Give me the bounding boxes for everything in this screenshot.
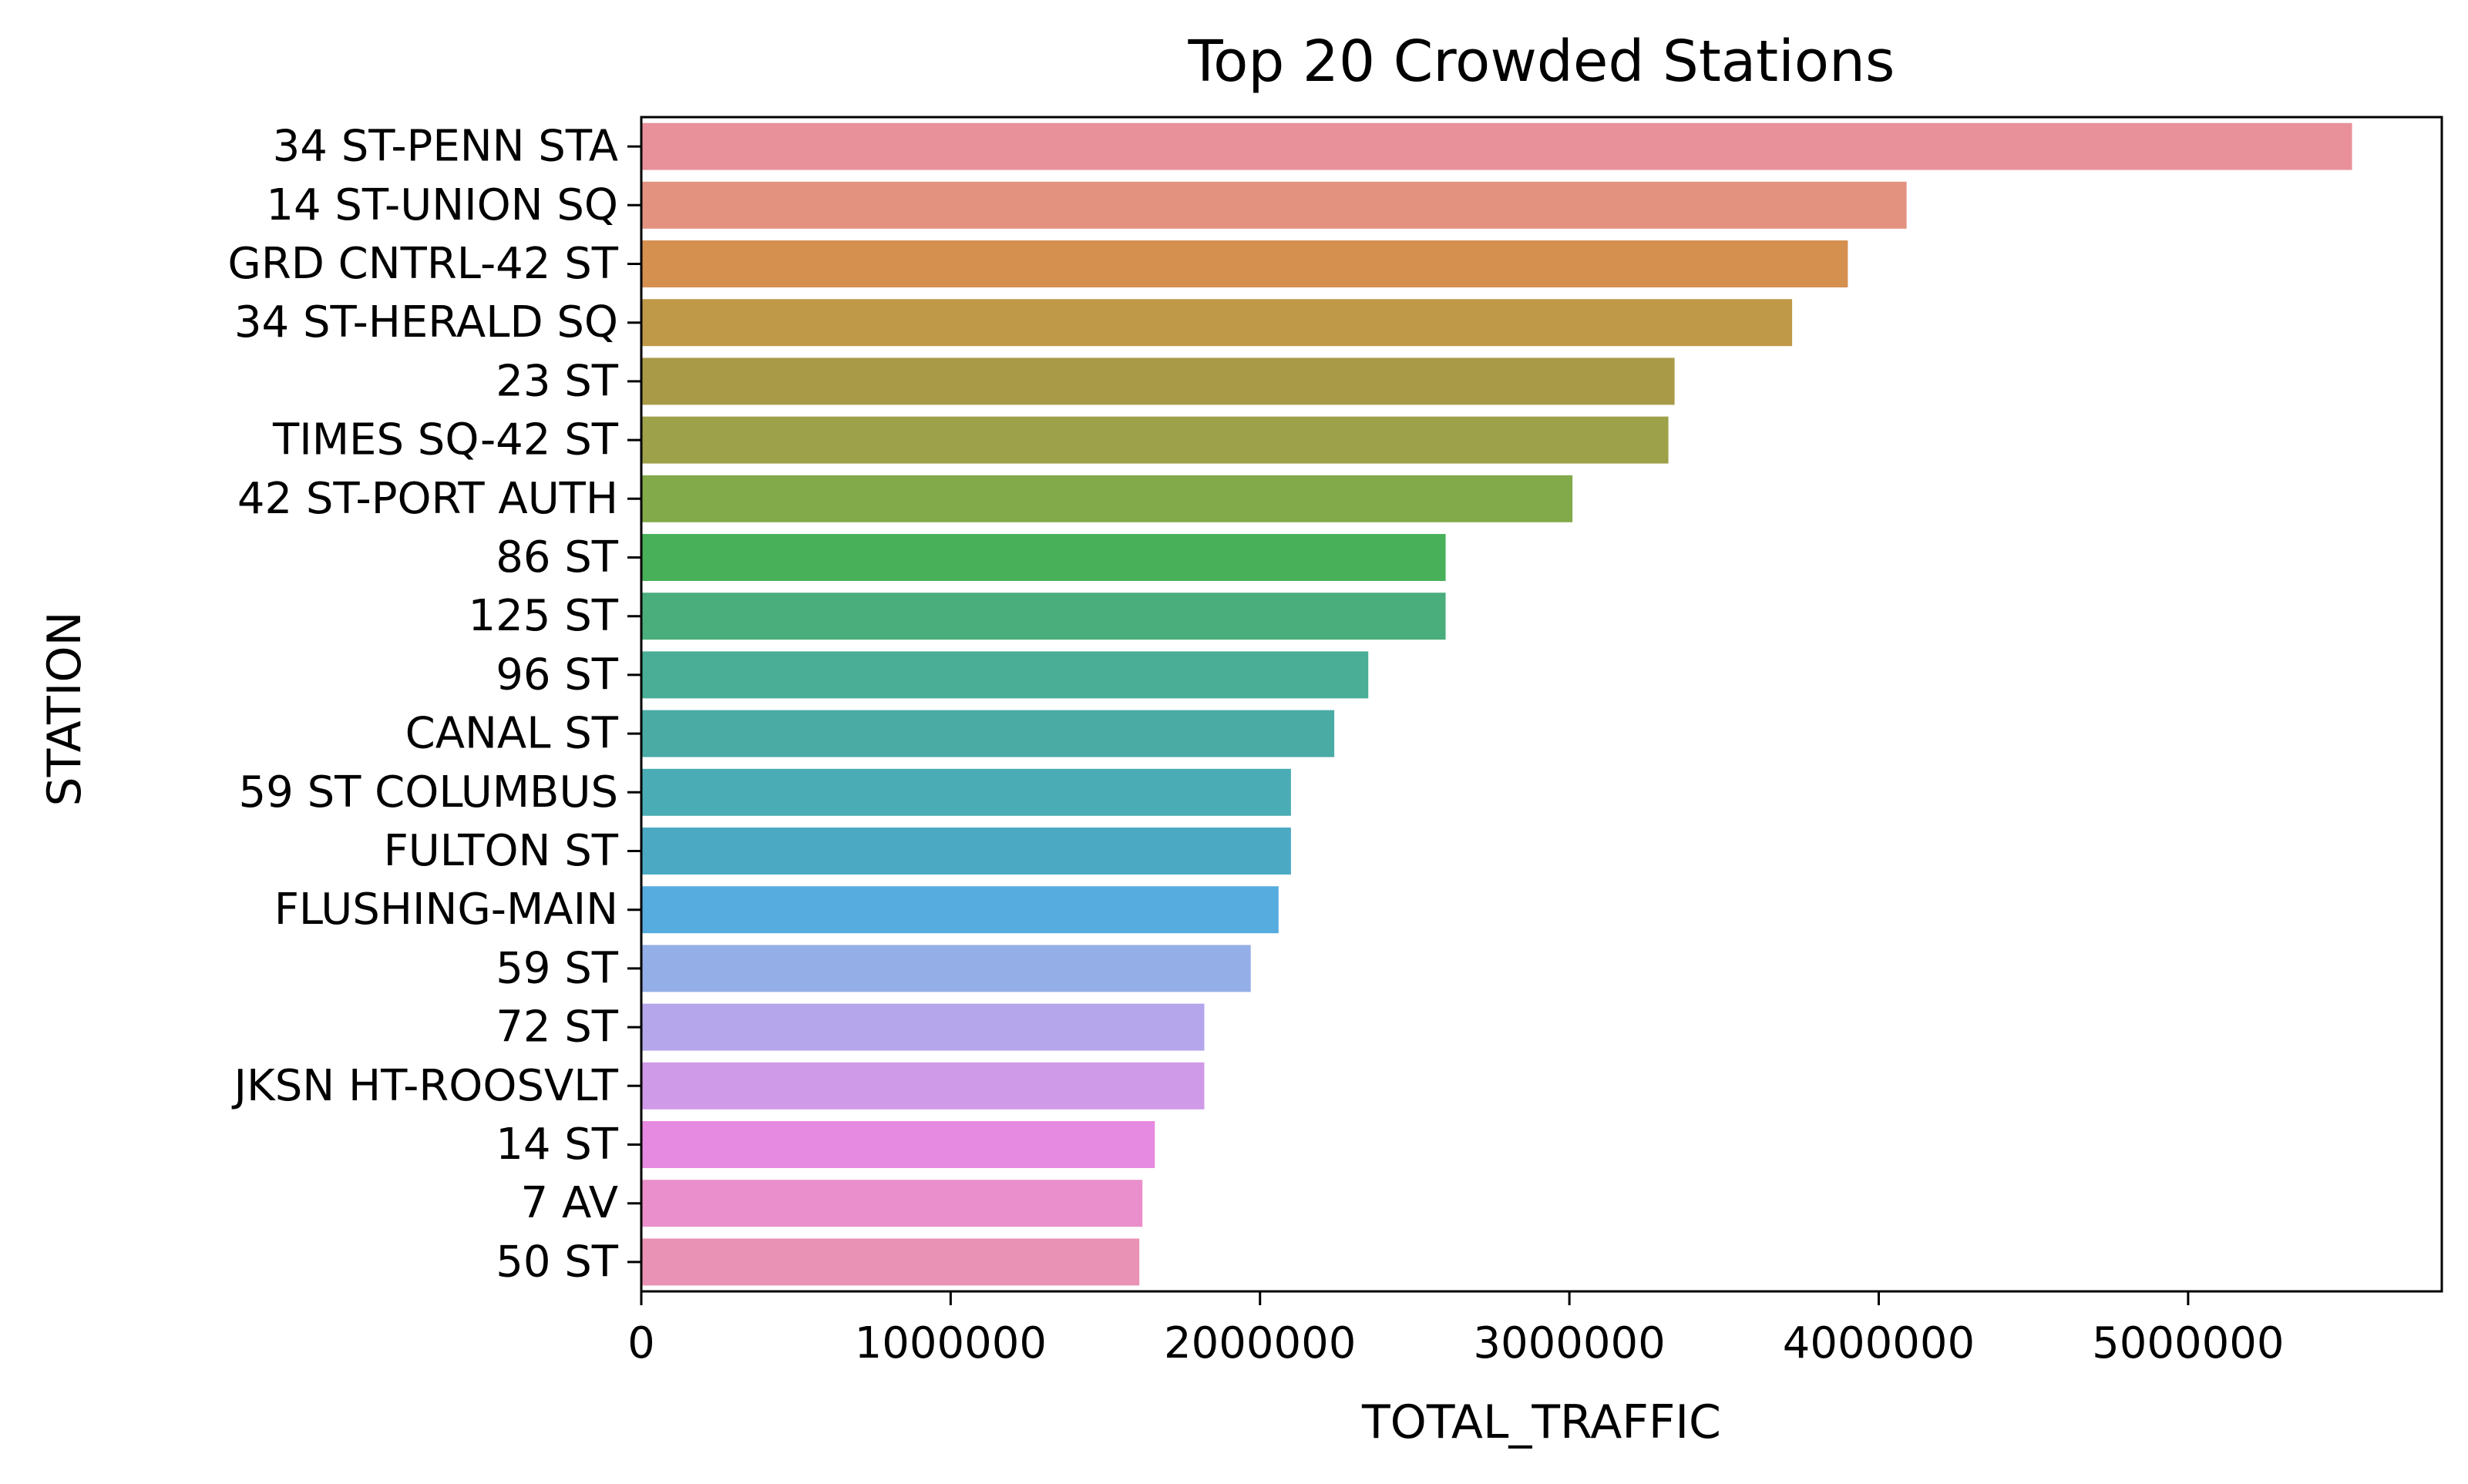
y-tick-label: 14 ST — [496, 1120, 619, 1170]
y-tick-label: FULTON ST — [384, 826, 619, 876]
y-tick-label: CANAL ST — [405, 709, 619, 759]
x-tick-label: 4000000 — [1783, 1318, 1975, 1368]
y-tick-label: 125 ST — [469, 591, 619, 641]
y-tick-label: 59 ST COLUMBUS — [239, 767, 618, 818]
y-tick-label: GRD CNTRL-42 ST — [227, 239, 618, 289]
y-tick-label: JKSN HT-ROOSVLT — [232, 1061, 619, 1111]
bar — [641, 1238, 1140, 1286]
bar — [641, 123, 2352, 170]
y-axis-ticks: 34 ST-PENN STA 14 ST-UNION SQ GRD CNTRL-42… — [227, 122, 641, 1287]
y-tick-label: TIMES SQ-42 ST — [272, 415, 619, 465]
bar — [641, 593, 1446, 640]
bar — [641, 651, 1369, 699]
y-tick-label: 34 ST-PENN STA — [273, 122, 618, 172]
x-axis-label: TOTAL_TRAFFIC — [1361, 1395, 1721, 1449]
bar — [641, 534, 1446, 581]
bar — [641, 299, 1793, 347]
y-tick-label: 7 AV — [521, 1178, 618, 1228]
chart-title: Top 20 Crowded Stations — [1188, 29, 1895, 95]
bar — [641, 768, 1291, 816]
bar — [641, 828, 1291, 875]
bar — [641, 1062, 1205, 1110]
bar — [641, 1180, 1143, 1227]
x-tick-label: 3000000 — [1473, 1318, 1665, 1368]
y-tick-label: 72 ST — [496, 1002, 619, 1053]
x-axis-ticks: 0 1000000 2000000 3000000 4000000 5000000 — [627, 1291, 2285, 1368]
y-tick-label: 50 ST — [496, 1237, 619, 1287]
bar — [641, 1121, 1155, 1168]
bar — [641, 416, 1669, 464]
x-tick-label: 1000000 — [855, 1318, 1047, 1368]
bar — [641, 945, 1251, 992]
y-tick-label: 42 ST-PORT AUTH — [237, 474, 618, 524]
y-tick-label: 14 ST-UNION SQ — [266, 180, 618, 230]
bar — [641, 181, 1907, 229]
y-tick-label: 96 ST — [496, 650, 619, 700]
y-axis-label: STATION — [38, 612, 92, 807]
y-tick-label: 23 ST — [496, 356, 619, 406]
bars-group — [641, 123, 2352, 1286]
y-tick-label: 86 ST — [496, 532, 619, 583]
bar — [641, 358, 1675, 405]
bar — [641, 710, 1335, 757]
bar — [641, 240, 1848, 287]
bar — [641, 886, 1279, 934]
y-tick-label: 59 ST — [496, 943, 619, 993]
bar — [641, 1003, 1205, 1051]
x-tick-label: 2000000 — [1164, 1318, 1356, 1368]
y-tick-label: FLUSHING-MAIN — [274, 885, 618, 935]
x-tick-label: 0 — [627, 1318, 655, 1368]
plot-frame — [640, 116, 2443, 1293]
y-tick-label: 34 ST-HERALD SQ — [234, 297, 618, 347]
x-tick-label: 5000000 — [2092, 1318, 2284, 1368]
bar — [641, 475, 1573, 522]
